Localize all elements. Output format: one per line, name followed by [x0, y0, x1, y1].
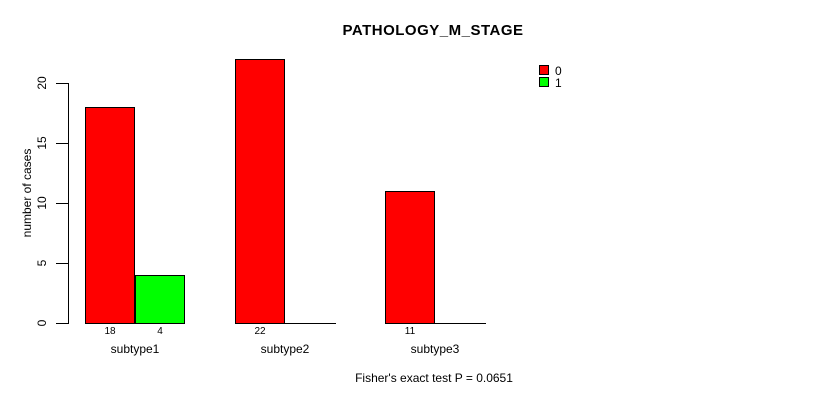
statistical-test-note: Fisher's exact test P = 0.0651 — [355, 371, 513, 385]
bar-0-subtype1 — [85, 107, 135, 324]
zero-bar-line — [435, 323, 486, 324]
x-category-label-subtype3: subtype3 — [410, 342, 460, 356]
x-category-label-subtype1: subtype1 — [110, 342, 160, 356]
y-tick-label: 15 — [35, 136, 49, 150]
bar-0-subtype2 — [235, 59, 285, 324]
zero-bar-line — [285, 323, 336, 324]
bar-value-label: 4 — [157, 326, 163, 337]
y-tick-label: 20 — [35, 76, 49, 90]
y-axis-line — [68, 83, 69, 324]
legend-label-1: 1 — [555, 76, 562, 90]
y-axis-title: number of cases — [20, 148, 34, 238]
y-tick-label: 5 — [35, 259, 49, 267]
legend-swatch-1 — [539, 77, 549, 87]
bar-value-label: 22 — [254, 326, 266, 337]
y-tick — [56, 202, 68, 204]
y-tick-label: 10 — [35, 196, 49, 210]
x-category-label-subtype2: subtype2 — [260, 342, 310, 356]
y-tick — [56, 142, 68, 144]
y-tick — [56, 322, 68, 324]
legend-label-0: 0 — [555, 64, 562, 78]
bar-0-subtype3 — [385, 191, 435, 324]
bar-value-label: 11 — [404, 326, 416, 337]
bar-1-subtype1 — [135, 275, 185, 324]
y-tick — [56, 262, 68, 264]
y-tick — [56, 82, 68, 84]
y-tick-label: 0 — [35, 319, 49, 327]
chart-title: PATHOLOGY_M_STAGE — [342, 22, 524, 39]
bar-value-label: 18 — [104, 326, 116, 337]
legend-swatch-0 — [539, 65, 549, 75]
